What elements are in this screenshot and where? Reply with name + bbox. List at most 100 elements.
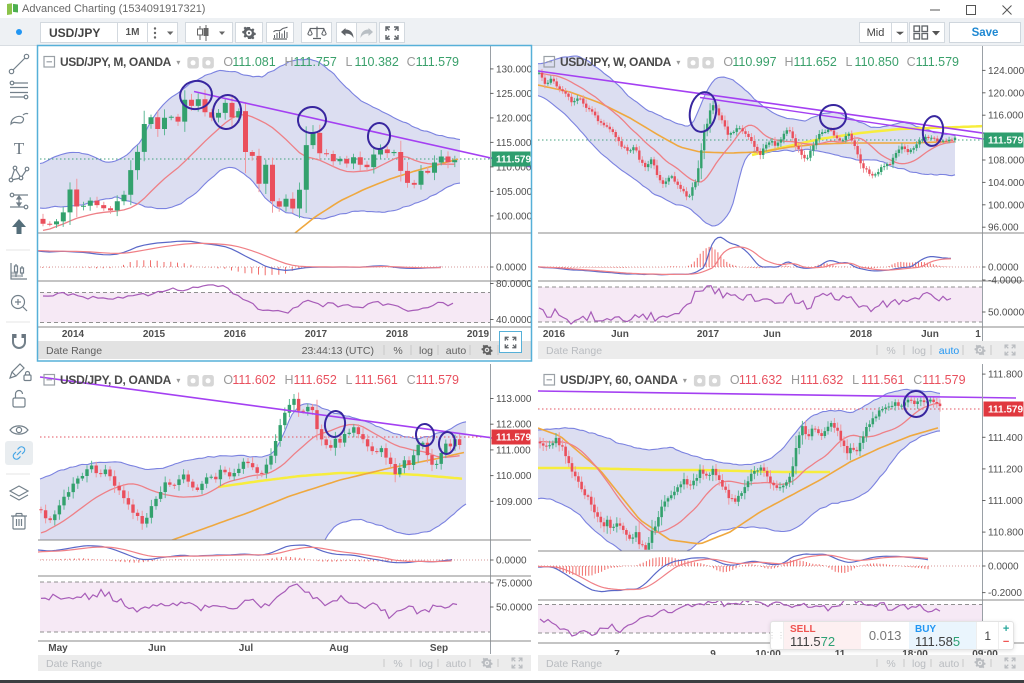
svg-text:116.000: 116.000 [988,111,1024,122]
svg-text:111.579: 111.579 [988,136,1023,147]
svg-text:111.579: 111.579 [416,373,459,387]
svg-text:May: May [48,643,68,654]
svg-text:80.0000: 80.0000 [496,279,533,290]
svg-text:50.0000: 50.0000 [496,603,533,614]
svg-text:▾: ▾ [683,376,687,385]
svg-text:O: O [730,373,740,387]
svg-text:111.579: 111.579 [988,405,1023,416]
svg-text:75.0000: 75.0000 [496,579,533,590]
svg-text:111.800: 111.800 [988,370,1023,381]
svg-text:L: L [852,373,859,387]
svg-text:50.0000: 50.0000 [988,308,1024,319]
svg-text:▾: ▾ [176,58,180,67]
svg-text:111.579: 111.579 [496,155,531,166]
svg-text:H: H [284,55,293,69]
svg-text:C: C [913,373,922,387]
svg-text:111.000: 111.000 [988,496,1023,507]
svg-text:C: C [407,373,416,387]
svg-text:O: O [223,373,233,387]
svg-text:2014: 2014 [62,329,85,340]
svg-text:110.850: 110.850 [855,55,899,69]
svg-text:2016: 2016 [224,329,247,340]
svg-text:0.0000: 0.0000 [496,556,527,567]
svg-text:111.632: 111.632 [739,373,782,387]
svg-text:109.000: 109.000 [496,497,533,508]
svg-text:111.561: 111.561 [355,373,398,387]
svg-text:1: 1 [975,329,981,340]
svg-text:23:44:13 (UTC): 23:44:13 (UTC) [302,345,374,357]
svg-text:2015: 2015 [143,329,166,340]
svg-text:Date Range: Date Range [546,658,602,670]
svg-text:110.800: 110.800 [988,528,1024,539]
svg-text:2019: 2019 [467,329,490,340]
svg-text:100.000: 100.000 [988,200,1024,211]
svg-text:USD/JPY, 60, OANDA: USD/JPY, 60, OANDA [560,373,678,387]
svg-text:log: log [912,345,926,357]
svg-text:111.200: 111.200 [988,464,1023,475]
svg-text:10:00: 10:00 [755,649,781,660]
svg-text:111.602: 111.602 [232,373,275,387]
svg-text:H: H [284,373,293,387]
svg-text:USD/JPY, W, OANDA: USD/JPY, W, OANDA [560,55,672,69]
svg-text:Jun: Jun [611,329,629,340]
svg-text:auto: auto [939,658,960,670]
svg-text:111.579: 111.579 [922,373,965,387]
svg-text:11: 11 [835,649,846,660]
svg-text:111.757: 111.757 [293,55,336,69]
svg-text:108.000: 108.000 [988,156,1024,167]
svg-text:H: H [791,373,800,387]
svg-text:Aug: Aug [329,643,348,654]
svg-text:112.000: 112.000 [496,420,532,431]
svg-text:auto: auto [446,658,467,670]
svg-text:Jul: Jul [239,643,254,654]
svg-text:log: log [419,658,433,670]
svg-text:0.0000: 0.0000 [496,263,527,274]
svg-text:▾: ▾ [676,58,680,67]
svg-text:111.561: 111.561 [861,373,904,387]
svg-text:C: C [907,55,916,69]
svg-text:C: C [407,55,416,69]
svg-text:115.000: 115.000 [496,138,532,149]
svg-text:%: % [886,345,895,357]
svg-text:110.000: 110.000 [496,162,532,173]
svg-text:O: O [223,55,233,69]
svg-text:111.652: 111.652 [793,55,836,69]
svg-text:-4.0000: -4.0000 [988,276,1022,287]
svg-text:▾: ▾ [176,376,180,385]
svg-text:%: % [393,658,402,670]
svg-text:120.000: 120.000 [988,88,1024,99]
svg-text:Jun: Jun [921,329,939,340]
svg-text:Date Range: Date Range [546,345,602,357]
svg-text:105.000: 105.000 [496,187,533,198]
svg-text:%: % [393,345,402,357]
svg-text:09:00: 09:00 [972,649,998,660]
svg-text:L: L [346,373,353,387]
svg-text:113.000: 113.000 [496,394,532,405]
svg-text:111.632: 111.632 [800,373,843,387]
svg-text:Date Range: Date Range [46,658,102,670]
svg-text:125.000: 125.000 [496,89,533,100]
svg-text:L: L [846,55,853,69]
svg-text:Jun: Jun [148,643,166,654]
svg-text:110.382: 110.382 [355,55,399,69]
svg-text:Jun: Jun [763,329,781,340]
svg-text:0.0000: 0.0000 [988,263,1019,274]
svg-text:2016: 2016 [543,329,566,340]
svg-text:T: T [14,139,25,158]
svg-text:O: O [723,55,733,69]
svg-text:0.0000: 0.0000 [988,562,1019,573]
svg-text:111.000: 111.000 [496,445,531,456]
svg-text:130.000: 130.000 [496,64,533,75]
svg-text:111.400: 111.400 [988,433,1023,444]
svg-text:Sep: Sep [430,643,448,654]
svg-text:USD/JPY, M, OANDA: USD/JPY, M, OANDA [60,55,172,69]
svg-text:2017: 2017 [697,329,720,340]
svg-text:%: % [886,658,895,670]
svg-text:USD/JPY, D, OANDA: USD/JPY, D, OANDA [60,373,172,387]
svg-text:2018: 2018 [386,329,409,340]
svg-text:120.000: 120.000 [496,113,533,124]
svg-text:111.579: 111.579 [496,433,531,444]
svg-text:18:00: 18:00 [902,649,928,660]
svg-text:111.652: 111.652 [293,373,336,387]
svg-text:111.081: 111.081 [232,55,275,69]
